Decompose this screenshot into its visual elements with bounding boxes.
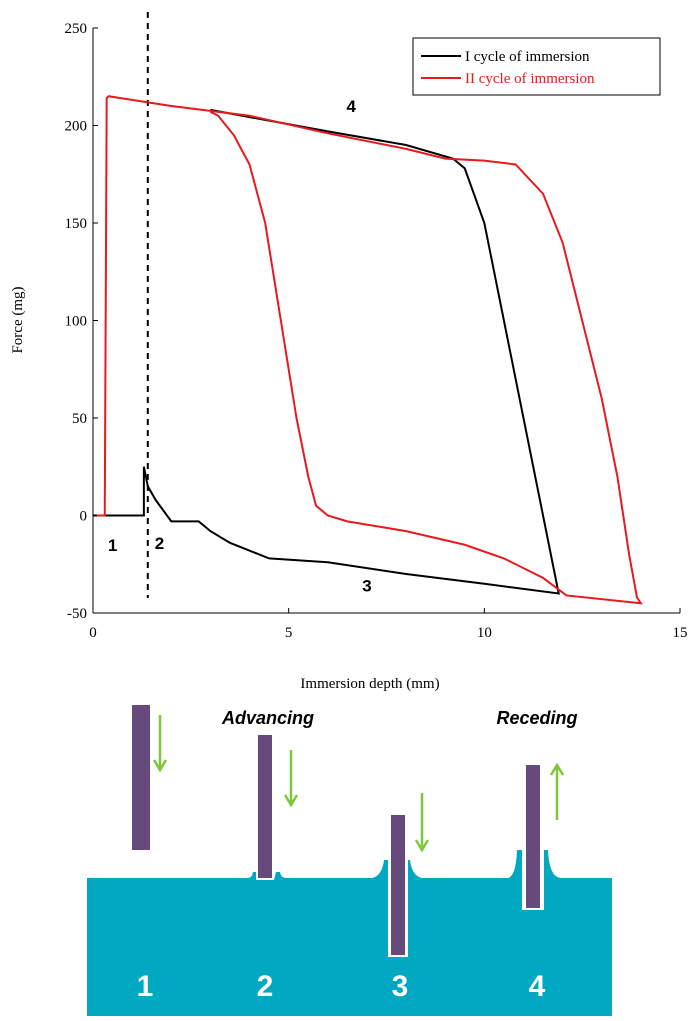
annotation: 4: [347, 97, 357, 116]
y-tick-label: 150: [65, 216, 88, 232]
legend-label: II cycle of immersion: [465, 71, 595, 87]
annotation: 1: [108, 536, 117, 555]
probe: [258, 735, 272, 878]
probe: [132, 705, 150, 850]
phase-label: Advancing: [221, 708, 314, 728]
annotation: 2: [155, 534, 164, 553]
step-label: 4: [529, 970, 546, 1003]
step-label: 2: [257, 970, 274, 1003]
x-axis-label: Immersion depth (mm): [300, 676, 439, 692]
probe: [391, 815, 405, 955]
legend-box: [412, 37, 661, 96]
y-tick-label: 200: [65, 119, 88, 135]
series-line: [93, 108, 560, 595]
y-tick-label: -50: [67, 606, 87, 622]
step-label: 3: [392, 970, 409, 1003]
probe: [526, 765, 540, 908]
y-axis-label: Force (mg): [10, 286, 26, 353]
y-tick-label: 250: [65, 21, 88, 37]
y-tick-label: 50: [72, 411, 87, 427]
annotation: 3: [362, 577, 371, 596]
y-tick-label: 0: [80, 509, 88, 525]
liquid: [87, 850, 612, 1016]
legend-label: I cycle of immersion: [465, 49, 590, 65]
x-tick-label: 0: [89, 625, 97, 641]
x-tick-label: 5: [285, 625, 293, 641]
series-line: [96, 95, 643, 605]
arrows: [152, 715, 565, 853]
diagram: Advancing Receding 1 2 3 4: [87, 705, 612, 1016]
step-label: 1: [137, 970, 154, 1003]
y-tick-label: 100: [65, 314, 88, 330]
x-tick-label: 10: [477, 625, 492, 641]
x-tick-label: 15: [673, 625, 688, 641]
phase-label: Receding: [496, 708, 577, 728]
